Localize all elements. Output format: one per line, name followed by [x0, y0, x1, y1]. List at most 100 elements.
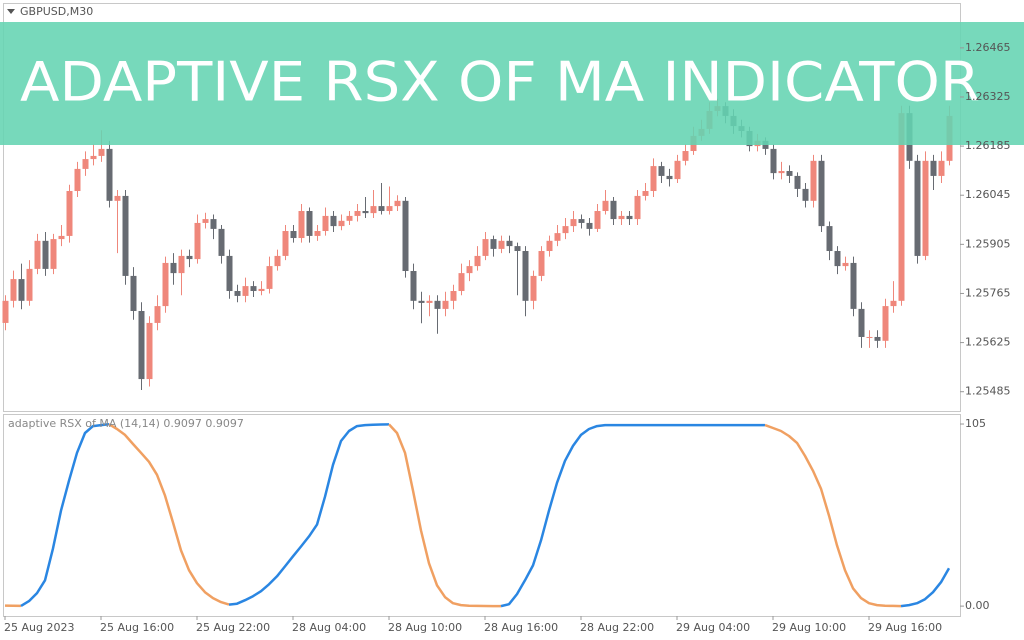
- candle-body: [938, 160, 945, 176]
- rsx-line-falling: [108, 423, 230, 606]
- candle-body: [210, 219, 217, 229]
- y-tick-label: 1.25485: [965, 385, 1011, 398]
- candle-body: [914, 160, 921, 256]
- y-tick-label: 1.26185: [965, 139, 1011, 152]
- candle-body: [770, 148, 777, 174]
- candle-body: [842, 262, 849, 267]
- candle-body: [306, 211, 313, 236]
- candle-body: [282, 231, 289, 256]
- candle-body: [2, 300, 9, 323]
- candle-body: [506, 240, 513, 247]
- x-tick-label: 29 Aug 10:00: [772, 621, 846, 634]
- price-panel: [3, 3, 961, 412]
- candle-body: [642, 191, 649, 196]
- y-tick-label: 1.26325: [965, 90, 1011, 103]
- candle-body: [930, 160, 937, 176]
- rsx-line-falling: [388, 423, 501, 608]
- candle-body: [818, 160, 825, 227]
- candle-body: [42, 240, 49, 269]
- candle-body: [874, 336, 881, 341]
- candle-body: [474, 255, 481, 267]
- candle-body: [442, 300, 449, 309]
- candle-body: [274, 255, 281, 267]
- candle-body: [170, 262, 177, 274]
- candle-body: [226, 255, 233, 292]
- candle-body: [786, 171, 793, 176]
- candle-body: [890, 300, 897, 307]
- candle-body: [666, 175, 673, 180]
- candle-body: [378, 206, 385, 212]
- candle-body: [394, 200, 401, 207]
- candle-body: [562, 226, 569, 234]
- candle-body: [162, 262, 169, 307]
- candle-body: [90, 155, 97, 160]
- x-tick-label: 29 Aug 16:00: [868, 621, 942, 634]
- candle-body: [466, 266, 473, 274]
- candle-body: [322, 215, 329, 232]
- candle-body: [826, 226, 833, 252]
- rsx-line-rising: [900, 567, 951, 608]
- candle-body: [330, 215, 337, 227]
- y-tick-label: 1.25625: [965, 336, 1011, 349]
- candle-body: [178, 255, 185, 274]
- candle-body: [106, 148, 113, 201]
- candle-body: [482, 239, 489, 256]
- candle-body: [338, 220, 345, 227]
- candle-body: [586, 222, 593, 229]
- candle-body: [194, 222, 201, 260]
- candle-body: [82, 159, 89, 169]
- candle-body: [154, 306, 161, 323]
- candle-body: [266, 266, 273, 289]
- candle-body: [26, 268, 33, 301]
- candle-body: [418, 300, 425, 303]
- candle-body: [858, 308, 865, 337]
- rsx-line-rising: [228, 423, 390, 606]
- banner-title: ADAPTIVE RSX OF MA INDICATOR: [20, 51, 980, 114]
- candle-body: [290, 231, 297, 239]
- candle-body: [386, 206, 393, 212]
- candle-body: [794, 175, 801, 189]
- y-tick-label: 1.26045: [965, 188, 1011, 201]
- y-tick-label: 105: [965, 417, 986, 430]
- x-tick-label: 25 Aug 2023: [4, 621, 74, 634]
- candle-body: [490, 239, 497, 249]
- x-tick-label: 28 Aug 16:00: [484, 621, 558, 634]
- candle-body: [138, 311, 145, 380]
- candle-body: [458, 273, 465, 292]
- candle-body: [314, 231, 321, 236]
- candle-body: [530, 275, 537, 301]
- candle-body: [650, 166, 657, 192]
- candle-body: [74, 168, 81, 192]
- candle-body: [10, 279, 17, 301]
- candle-body: [522, 251, 529, 301]
- menu-arrow: [7, 9, 15, 14]
- indicator-title: adaptive RSX of MA (14,14) 0.9097 0.9097: [8, 417, 244, 430]
- candle-body: [98, 148, 105, 156]
- x-tick-label: 29 Aug 04:00: [676, 621, 750, 634]
- x-tick-label: 28 Aug 04:00: [292, 621, 366, 634]
- candle-body: [234, 291, 241, 296]
- candle-body: [402, 200, 409, 272]
- x-tick-label: 25 Aug 16:00: [100, 621, 174, 634]
- banner: [0, 22, 1024, 145]
- candle-body: [514, 246, 521, 252]
- candle-body: [866, 336, 873, 338]
- y-tick-label: 1.25905: [965, 237, 1011, 250]
- candle-body: [114, 195, 121, 201]
- candle-body: [570, 219, 577, 227]
- candle-body: [682, 151, 689, 161]
- candle-body: [250, 286, 257, 292]
- candle-body: [34, 240, 41, 269]
- candle-body: [498, 240, 505, 249]
- candle-body: [202, 219, 209, 223]
- x-tick-label: 28 Aug 22:00: [580, 621, 654, 634]
- candle-body: [810, 160, 817, 201]
- candle-body: [258, 288, 265, 292]
- candle-body: [50, 239, 57, 269]
- candle-body: [802, 188, 809, 201]
- candle-body: [450, 291, 457, 301]
- y-tick-label: 0.00: [965, 599, 990, 612]
- candle-body: [410, 271, 417, 301]
